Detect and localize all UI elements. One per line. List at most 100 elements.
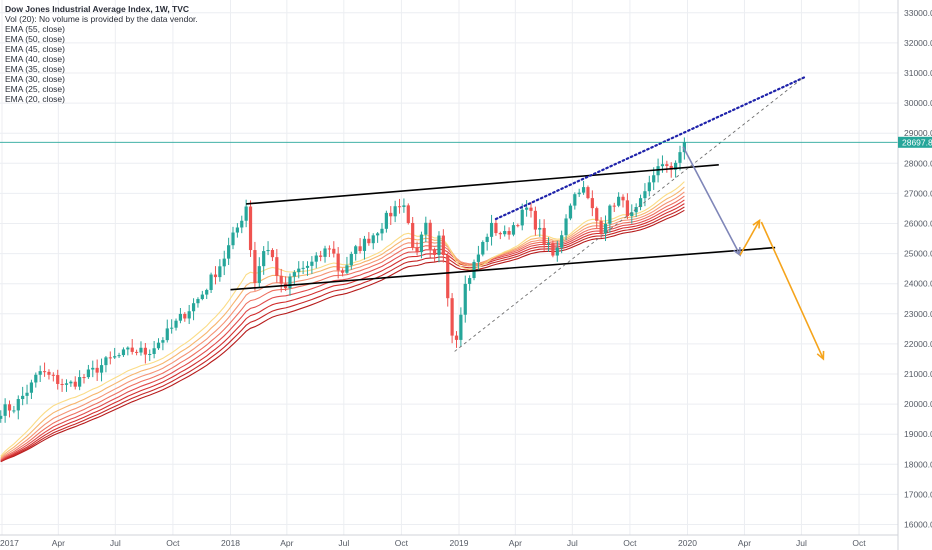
candle-body	[191, 303, 196, 312]
orange-arrow-down[interactable]	[760, 221, 825, 360]
candle-body	[634, 207, 638, 213]
candle-body	[319, 255, 323, 257]
candle-body	[91, 367, 95, 370]
candle-body	[485, 236, 489, 242]
candle-body	[546, 243, 551, 245]
candle-body	[16, 399, 20, 411]
y-tick-label: 25000.0	[904, 249, 932, 259]
candle-body	[21, 395, 25, 400]
candle-body	[345, 265, 349, 273]
x-tick-label: Apr	[52, 538, 65, 548]
candle-body	[73, 381, 77, 387]
y-tick-label: 18000.0	[904, 459, 932, 469]
y-tick-label: 16000.0	[904, 520, 932, 530]
candle-body	[568, 205, 573, 219]
legend-ema-25: EMA (25, close)	[5, 84, 65, 94]
candle-body	[551, 243, 555, 256]
candle-body	[51, 374, 55, 376]
candle-body	[266, 249, 270, 252]
candle-body	[104, 357, 108, 366]
x-tick-label: Apr	[280, 538, 293, 548]
candle-body	[481, 241, 485, 255]
candle-body	[424, 222, 428, 235]
candle-body	[25, 392, 29, 396]
candle-body	[599, 220, 603, 234]
candle-body	[437, 235, 441, 255]
dashed-trend-line[interactable]	[454, 78, 802, 352]
candle-body	[196, 299, 200, 304]
drawings[interactable]	[230, 76, 825, 361]
candle-body	[227, 245, 231, 259]
y-tick-label: 32000.0	[904, 38, 932, 48]
candle-body	[222, 258, 226, 267]
candle-body	[428, 222, 432, 250]
candle-body	[305, 265, 310, 268]
candle-body	[86, 369, 90, 378]
y-tick-label: 31000.0	[904, 68, 932, 78]
y-tick-label: 24000.0	[904, 279, 932, 289]
candle-body	[183, 313, 187, 319]
candle-body	[42, 371, 47, 373]
candle-body	[638, 198, 643, 208]
candle-body	[349, 253, 353, 266]
candle-body	[516, 225, 520, 227]
candle-body	[170, 327, 174, 329]
candle-body	[411, 222, 415, 248]
candle-body	[205, 289, 209, 295]
candle-body	[340, 270, 345, 273]
candle-body	[463, 283, 467, 315]
channel-upper-line[interactable]	[246, 164, 719, 205]
candle-body	[332, 248, 336, 254]
candle-body	[384, 212, 388, 229]
candle-body	[29, 382, 34, 393]
channel-lower-line[interactable]	[230, 246, 776, 291]
candle-body	[454, 335, 459, 340]
candle-body	[213, 274, 218, 278]
candle-body	[603, 223, 608, 234]
candle-body	[292, 272, 296, 277]
candle-body	[376, 233, 380, 236]
candle-body	[406, 205, 410, 223]
candle-body	[248, 206, 253, 251]
candle-body	[327, 248, 332, 250]
candle-body	[82, 377, 86, 379]
x-tick-label: Oct	[395, 538, 409, 548]
candle-body	[678, 152, 682, 163]
y-tick-label: 21000.0	[904, 369, 932, 379]
ema-50-line	[0, 206, 685, 462]
candle-body	[231, 232, 235, 246]
candle-body	[270, 249, 275, 258]
legend-ema-30: EMA (30, close)	[5, 74, 65, 84]
candle-body	[367, 238, 371, 244]
candle-body	[174, 320, 178, 328]
x-tick-label: Oct	[166, 538, 180, 548]
orange-arrow-up-head	[752, 218, 761, 229]
candle-body	[533, 210, 537, 230]
candle-body	[310, 261, 314, 266]
candle-body	[647, 182, 651, 192]
candle-body	[47, 371, 51, 375]
orange-arrow-up[interactable]	[739, 220, 761, 256]
candle-body	[529, 207, 533, 211]
blue-arrow-head	[733, 247, 741, 257]
x-tick-label: Jul	[338, 538, 349, 548]
candle-body	[525, 207, 529, 210]
candle-body	[393, 206, 397, 217]
candle-body	[595, 208, 599, 221]
dotted-trend-line[interactable]	[494, 76, 806, 221]
candle-body	[682, 142, 686, 153]
candle-body	[3, 404, 7, 416]
legend-ema-55: EMA (55, close)	[5, 24, 65, 34]
candle-body	[621, 196, 625, 201]
y-tick-label: 29000.0	[904, 128, 932, 138]
x-tick-label: Jul	[567, 538, 578, 548]
candle-body	[674, 162, 678, 170]
y-tick-label: 23000.0	[904, 309, 932, 319]
candle-body	[117, 355, 121, 357]
candle-body	[590, 198, 594, 209]
y-tick-label: 20000.0	[904, 399, 932, 409]
candle-body	[235, 227, 239, 233]
blue-arrow[interactable]	[682, 146, 741, 256]
candle-body	[608, 205, 612, 224]
